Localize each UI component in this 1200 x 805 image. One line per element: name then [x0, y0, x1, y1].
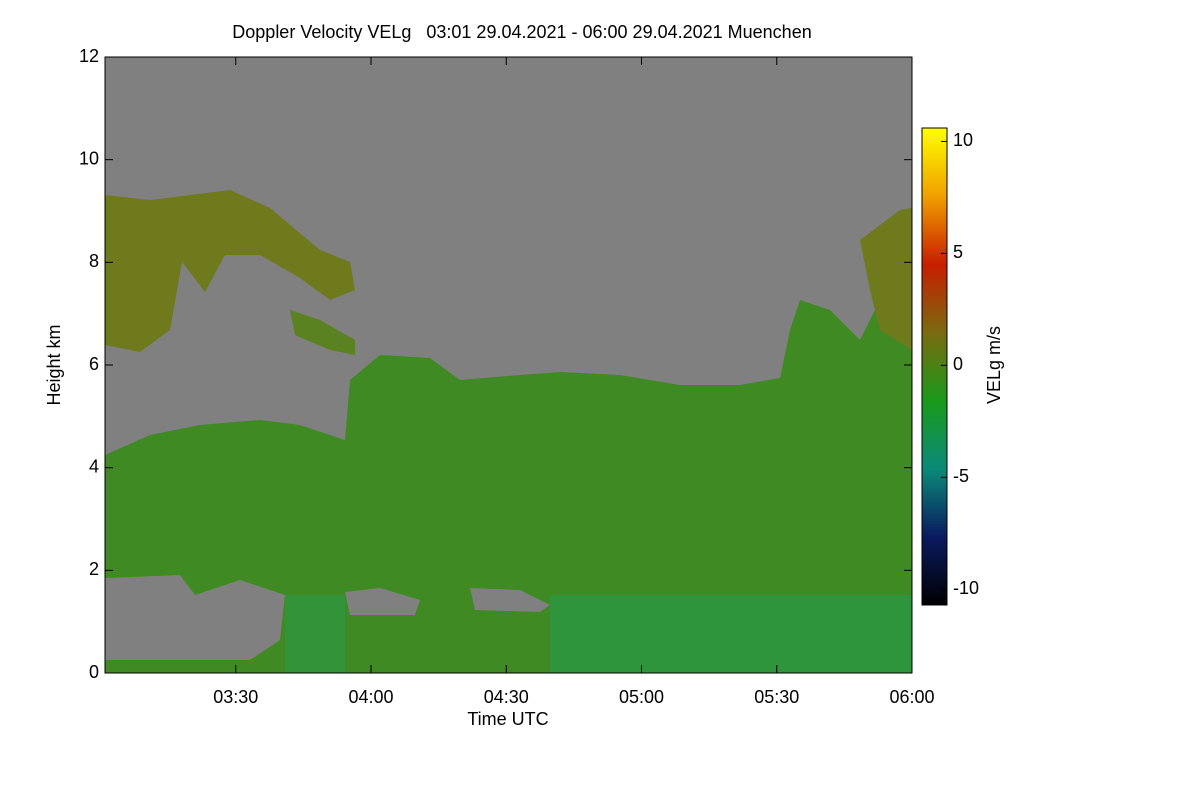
colorbar-tick-label: 10 — [953, 130, 973, 150]
x-tick-label: 05:00 — [619, 687, 664, 707]
colorbar — [921, 127, 948, 606]
y-tick-label: 12 — [79, 46, 99, 66]
lower-cloud-layer — [105, 262, 912, 673]
y-tick-label: 8 — [89, 251, 99, 271]
y-tick-label: 2 — [89, 559, 99, 579]
colorbar-tick-label: 5 — [953, 242, 963, 262]
lower-green-band — [550, 595, 912, 673]
gap-lower-left — [105, 575, 285, 660]
mid-cloud-patch — [290, 310, 355, 355]
colorbar-tick-label: 0 — [953, 354, 963, 374]
x-tick-label: 05:30 — [754, 687, 799, 707]
y-tick-label: 0 — [89, 662, 99, 682]
velocity-field — [105, 57, 912, 673]
colorbar-tick-label: -5 — [953, 466, 969, 486]
gap-lower-mid2 — [470, 588, 550, 612]
gap-lower-mid — [345, 588, 420, 615]
y-tick-label: 6 — [89, 354, 99, 374]
colorbar-label: VELg m/s — [984, 326, 1004, 404]
chart-title: Doppler Velocity VELg 03:01 29.04.2021 -… — [232, 22, 811, 42]
upper-cloud-layer — [105, 190, 355, 352]
lower-green-patch — [285, 595, 345, 673]
upper-cloud-right — [860, 208, 912, 350]
x-axis-label: Time UTC — [467, 709, 548, 729]
x-tick-label: 03:30 — [213, 687, 258, 707]
x-tick-label: 06:00 — [889, 687, 934, 707]
y-tick-label: 4 — [89, 456, 99, 476]
y-axis-label: Height km — [44, 324, 64, 405]
x-tick-label: 04:00 — [348, 687, 393, 707]
colorbar-tick-label: -10 — [953, 578, 979, 598]
y-tick-label: 10 — [79, 148, 99, 168]
x-tick-label: 04:30 — [484, 687, 529, 707]
